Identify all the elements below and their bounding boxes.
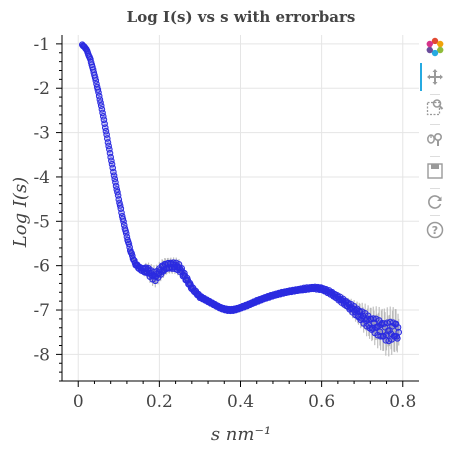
toolbar-separator [430, 94, 440, 95]
y-tick-label: -7 [33, 301, 50, 321]
data-point [394, 324, 402, 331]
y-tick-label: -2 [33, 79, 50, 99]
toolbar-separator [430, 215, 440, 216]
pan-tool-button[interactable] [420, 63, 446, 91]
toolbar-separator [430, 188, 440, 189]
data-points [78, 41, 403, 345]
toolbar-separator [430, 124, 440, 125]
pan-icon [427, 69, 443, 85]
y-tick-label: -6 [33, 257, 50, 277]
x-tick-label: 0.2 [146, 392, 173, 412]
y-tick-label: -8 [33, 345, 50, 365]
y-tick-label: -1 [33, 35, 50, 55]
y-axis-label: Log I(s) [10, 177, 31, 248]
bokeh-logo-button[interactable] [424, 36, 446, 58]
reset-icon [428, 195, 442, 209]
x-tick-label: 0 [73, 392, 84, 412]
grid [62, 35, 419, 381]
y-tick-label: -4 [33, 168, 50, 188]
wheel-zoom-icon [427, 132, 443, 146]
x-axis-label: s nm⁻¹ [211, 424, 271, 445]
save-tool-button[interactable] [424, 160, 446, 182]
box-zoom-tool-button[interactable] [424, 96, 446, 118]
active-tool-indicator [420, 63, 422, 91]
reset-tool-button[interactable] [424, 191, 446, 213]
data-point [395, 328, 403, 336]
x-tick-label: 0.6 [308, 392, 335, 412]
save-icon [427, 163, 443, 179]
y-tick-label: -5 [33, 212, 50, 232]
chart-title: Log I(s) vs s with errorbars [127, 8, 356, 26]
toolbar-separator [430, 156, 440, 157]
x-tick-label: 0.8 [389, 392, 416, 412]
bokeh-logo-icon [426, 37, 444, 57]
help-tool-button[interactable]: ? [424, 219, 446, 241]
data-point [392, 320, 400, 328]
data-point [394, 335, 401, 342]
x-tick-label: 0.4 [227, 392, 254, 412]
help-icon: ? [426, 221, 444, 239]
y-tick-label: -3 [33, 124, 50, 144]
svg-text:?: ? [432, 224, 438, 237]
box-zoom-icon [426, 99, 444, 116]
axes: 0 0.2 0.4 0.6 0.8 -1 -2 -3 -4 -5 -6 -7 -8 [33, 35, 419, 412]
wheel-zoom-tool-button[interactable] [424, 128, 446, 150]
